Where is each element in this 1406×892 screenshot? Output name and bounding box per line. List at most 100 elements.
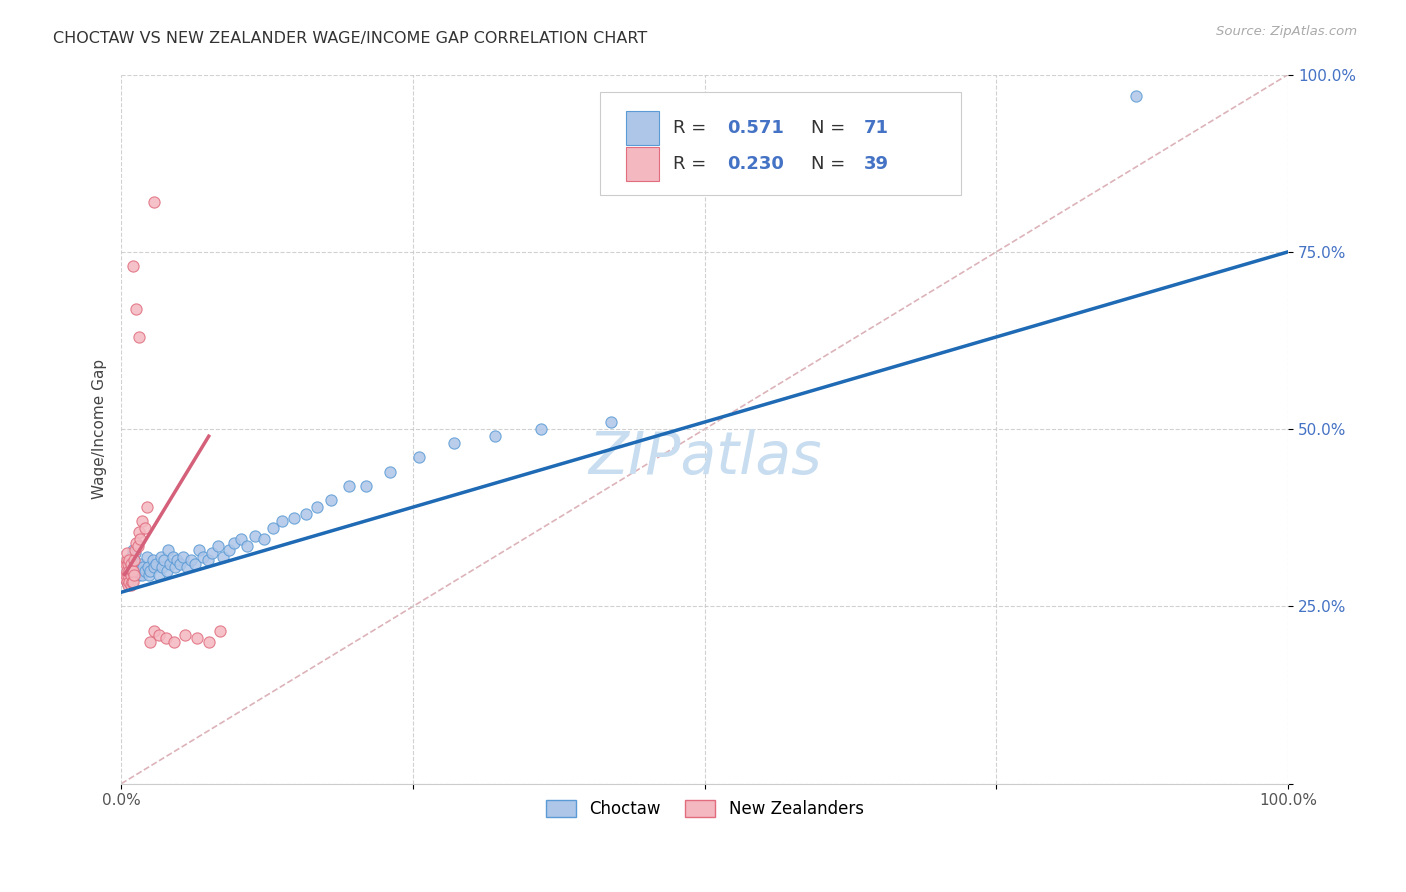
Point [122,564,145,578]
Point [231,532,253,546]
Point [121,567,143,582]
Point [153,553,176,567]
Text: CHOCTAW VS NEW ZEALANDER WAGE/INCOME GAP CORRELATION CHART: CHOCTAW VS NEW ZEALANDER WAGE/INCOME GAP… [53,31,648,46]
Point [139,635,162,649]
Point [128,330,150,344]
Point [122,553,145,567]
Text: R =: R = [673,120,706,137]
Point [118,553,141,567]
Point [115,553,138,567]
Point [136,560,159,574]
Point [115,546,138,560]
Point [176,560,198,574]
Point [128,524,150,539]
Point [180,553,202,567]
Point [118,557,141,571]
Point [127,539,149,553]
Point [211,549,233,564]
Point [188,542,211,557]
Point [172,549,194,564]
Point [174,628,197,642]
Point [142,560,165,574]
Point [115,574,138,589]
Point [135,500,157,515]
Point [271,514,294,528]
Point [117,557,139,571]
Point [122,567,145,582]
Point [408,450,430,465]
Point [117,564,139,578]
Point [128,557,150,571]
Point [156,564,179,578]
Point [120,567,142,582]
Text: 0.230: 0.230 [727,155,783,173]
FancyBboxPatch shape [599,92,962,195]
Point [209,624,232,639]
Point [201,546,224,560]
Point [197,635,219,649]
Point [142,553,165,567]
Point [224,535,246,549]
Point [138,567,160,582]
FancyBboxPatch shape [627,112,659,145]
Text: 71: 71 [863,120,889,137]
Point [122,553,145,567]
Point [121,564,143,578]
Point [378,465,401,479]
Point [135,549,157,564]
Point [125,535,148,549]
Point [122,259,145,273]
Point [122,542,145,557]
Point [115,567,138,582]
Point [236,539,259,553]
Text: N =: N = [811,155,845,173]
Point [163,635,186,649]
Point [148,628,170,642]
Text: 39: 39 [863,155,889,173]
Text: ZIPatlas: ZIPatlas [588,429,821,486]
Point [134,564,156,578]
Point [121,574,143,589]
Point [125,301,148,316]
Point [115,574,138,589]
Point [191,549,214,564]
Point [245,528,267,542]
Y-axis label: Wage/Income Gap: Wage/Income Gap [93,359,107,500]
Point [120,557,142,571]
Point [129,564,152,578]
Point [294,507,316,521]
Point [186,632,208,646]
Point [128,567,150,582]
Text: Source: ZipAtlas.com: Source: ZipAtlas.com [1216,25,1357,38]
Point [166,553,188,567]
Point [262,521,284,535]
Point [1125,88,1147,103]
Point [120,549,142,564]
Point [128,532,150,546]
Point [131,514,153,528]
Point [120,578,142,592]
Point [127,564,149,578]
Point [142,195,165,210]
Point [124,546,146,560]
FancyBboxPatch shape [627,147,659,181]
Point [443,436,465,450]
Point [121,553,143,567]
Point [163,560,186,574]
Point [307,500,329,515]
Point [115,564,138,578]
Point [321,493,343,508]
Point [120,560,142,574]
Point [150,560,173,574]
Point [124,560,146,574]
Point [114,571,136,585]
Point [131,567,153,582]
Point [159,557,181,571]
Point [118,574,141,589]
Point [207,539,229,553]
Point [197,553,219,567]
Point [118,567,141,582]
Point [122,567,145,582]
Point [484,429,506,443]
Point [162,549,184,564]
